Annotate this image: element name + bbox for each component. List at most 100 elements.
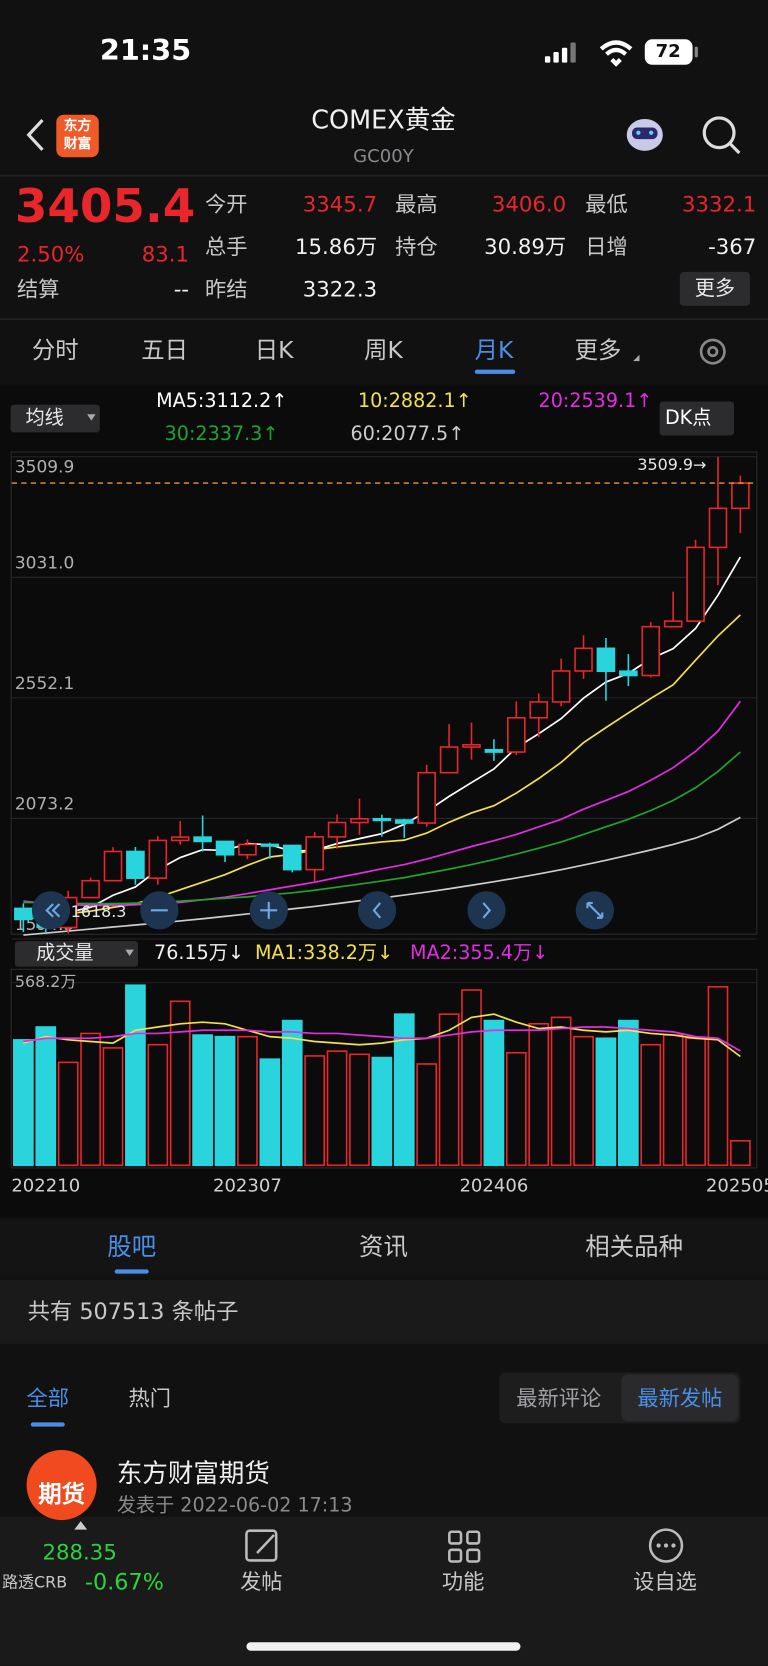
wifi-icon [599, 40, 633, 67]
ticker-change: -0.67% [84, 1569, 164, 1595]
volume-bar [80, 1032, 101, 1167]
bottom-action[interactable]: 设自选 [633, 1568, 697, 1595]
dropdown-triangle [87, 414, 96, 421]
more-button-label[interactable]: 更多 [694, 276, 736, 301]
volume-bar [573, 1035, 594, 1167]
volume-current: 76.15万↓ [154, 942, 244, 965]
candle-body [238, 843, 257, 856]
title: COMEX黄金 [311, 105, 456, 135]
settings-button[interactable] [699, 338, 726, 365]
divider [0, 175, 768, 177]
bottom-action[interactable]: 发帖 [240, 1568, 283, 1595]
volume-bar [237, 1035, 258, 1167]
field-label: 结算 [16, 276, 60, 302]
search-button[interactable] [702, 116, 741, 155]
period-tab[interactable]: 更多 [574, 337, 622, 365]
bottom-bar [0, 1516, 768, 1666]
ma-selector[interactable] [10, 404, 100, 433]
dk-button[interactable] [659, 401, 735, 436]
candle-body [327, 821, 347, 838]
change-percent: 2.50% [16, 241, 85, 267]
candle-body [81, 879, 100, 899]
filter-tab[interactable]: 热门 [128, 1385, 172, 1411]
chart-button-glyphs [45, 901, 604, 919]
candle-body [574, 647, 593, 672]
candle-body [686, 546, 705, 622]
logo-text: 东方 [63, 118, 92, 135]
function-icon[interactable] [448, 1530, 481, 1563]
ma-legend: 30:2337.3↑ [164, 422, 279, 446]
period-tab[interactable]: 月K [474, 337, 514, 365]
ma-legend: MA5:3112.2↑ [156, 389, 288, 413]
y-tick-label: 2073.2 [15, 795, 74, 815]
field-value: 3322.3 [302, 276, 378, 302]
volume-bar [147, 1043, 169, 1167]
scroll-left[interactable] [357, 891, 397, 930]
sort-active [621, 1374, 739, 1422]
scroll-right[interactable] [467, 891, 506, 930]
assistant-icon[interactable] [626, 118, 663, 151]
sort-option[interactable]: 最新评论 [516, 1385, 602, 1411]
field-label: 最低 [585, 191, 628, 217]
volume-bar [707, 986, 729, 1167]
candle-body [663, 620, 683, 628]
bottom-action[interactable]: 功能 [441, 1568, 485, 1595]
scroll-left-fast[interactable] [31, 891, 71, 930]
y-tick-label: 3031.0 [15, 554, 74, 574]
clock: 21:35 [99, 34, 192, 68]
volume-bar [617, 1019, 639, 1167]
logo-text: 财富 [63, 136, 92, 153]
sort-option[interactable]: 最新发帖 [637, 1385, 723, 1411]
filter-tab[interactable]: 全部 [26, 1385, 70, 1411]
post-icon[interactable] [245, 1529, 278, 1562]
candle-body [484, 748, 504, 753]
field-label: 昨结 [205, 276, 248, 302]
field-label: 今开 [205, 191, 248, 217]
volume-bar [192, 1034, 213, 1167]
home-indicator [246, 1642, 521, 1651]
period-tab[interactable]: 五日 [141, 337, 189, 365]
y-tick-label: 2552.1 [15, 674, 74, 694]
subtitle: GC00Y [353, 146, 414, 168]
divider [0, 318, 768, 320]
volume-bar [505, 1051, 527, 1167]
volume-bar [259, 1058, 281, 1167]
post-author[interactable]: 东方财富期货 [116, 1458, 270, 1489]
ticker-name: 路透CRB [2, 1572, 68, 1592]
back-button[interactable] [26, 118, 44, 151]
field-label: 总手 [205, 233, 248, 260]
content-tab[interactable]: 股吧 [107, 1233, 157, 1262]
tab-underline [474, 369, 516, 374]
high-label: 3509.9→ [637, 455, 706, 474]
volume-bar [349, 1053, 370, 1167]
volume-bar [13, 1039, 34, 1167]
field-value: 3406.0 [491, 191, 567, 217]
volume-bar [483, 1019, 505, 1167]
volume-bar [393, 1013, 415, 1167]
more-button[interactable] [679, 271, 750, 306]
candle-body [394, 819, 414, 824]
post-count: 共有 507513 条帖子 [27, 1298, 239, 1325]
ma-legend: 60:2077.5↑ [350, 422, 465, 446]
candle-body [507, 717, 526, 753]
volume-bar [640, 1043, 662, 1167]
watchlist-icon[interactable] [648, 1528, 684, 1563]
period-tab[interactable]: 周K [364, 337, 403, 365]
period-tab[interactable]: 分时 [31, 337, 79, 365]
low-label: ←1618.3 [57, 902, 126, 921]
volume-selector[interactable] [14, 941, 139, 967]
period-tab[interactable]: 日K [254, 337, 294, 365]
content-tabs [0, 1219, 768, 1277]
y-tick-label: 3509.9 [15, 457, 74, 477]
candle-body [14, 907, 33, 921]
volume-bar [528, 1022, 550, 1167]
x-tick-label: 202406 [459, 1176, 528, 1197]
content-tab[interactable]: 相关品种 [585, 1233, 684, 1262]
content-tab[interactable]: 资讯 [359, 1233, 408, 1262]
candle-body [103, 850, 123, 882]
candle-body [170, 836, 190, 842]
candle-body [260, 843, 280, 847]
volume-ma-legend: MA2:355.4万↓ [410, 942, 549, 965]
field-value: 3345.7 [302, 191, 378, 217]
